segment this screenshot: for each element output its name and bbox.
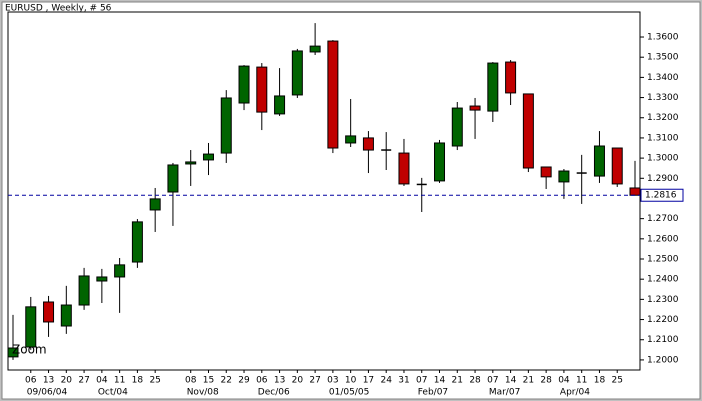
x-tick-label: 21 — [523, 376, 534, 386]
y-tick-label: 1.3400 — [647, 73, 679, 83]
candle-body — [114, 264, 126, 278]
candle-body — [505, 61, 517, 94]
period-label: Apr/04 — [560, 388, 590, 398]
candle-body — [291, 50, 303, 96]
zoom-label: Zoom — [12, 343, 47, 357]
period-label: 09/06/04 — [27, 388, 68, 398]
x-tick-label: 17 — [363, 376, 374, 386]
candle-body — [540, 166, 552, 178]
x-tick-label: 27 — [309, 376, 320, 386]
x-tick-label: 25 — [612, 376, 623, 386]
x-tick-label: 08 — [185, 376, 197, 386]
x-tick-label: 25 — [149, 376, 160, 386]
price-label: 1.2816 — [645, 191, 677, 201]
candle-body — [60, 304, 72, 327]
y-tick-label: 1.2700 — [647, 214, 679, 224]
period-label: 01/05/05 — [329, 388, 369, 398]
candle-body — [434, 142, 446, 182]
candle-body — [593, 145, 605, 177]
period-label: Dec/06 — [258, 388, 290, 398]
x-tick-label: 04 — [96, 376, 108, 386]
y-tick-label: 1.3600 — [647, 33, 679, 43]
period-label: Feb/07 — [418, 388, 448, 398]
x-tick-label: 20 — [292, 376, 304, 386]
candle-body — [398, 152, 410, 185]
candle-body — [167, 164, 179, 193]
x-tick-label: 28 — [469, 376, 481, 386]
price-label-box — [640, 188, 684, 202]
x-tick-label: 07 — [416, 376, 427, 386]
candle-body — [43, 301, 55, 323]
y-tick-label: 1.2900 — [647, 174, 679, 184]
x-tick-label: 31 — [398, 376, 409, 386]
candle-body — [96, 276, 108, 282]
y-tick-label: 1.2200 — [647, 315, 679, 325]
x-tick-label: 15 — [203, 376, 214, 386]
x-tick-label: 28 — [540, 376, 552, 386]
candle-body — [25, 306, 37, 348]
y-tick-label: 1.3500 — [647, 53, 679, 63]
period-label: Mar/07 — [489, 388, 520, 398]
x-tick-label: 11 — [114, 376, 125, 386]
candle-body — [362, 137, 374, 151]
candle-body — [149, 198, 161, 211]
candle-body — [78, 275, 90, 306]
candle-body — [185, 161, 197, 165]
candle-body — [131, 221, 143, 263]
y-tick-label: 1.2500 — [647, 255, 679, 265]
x-tick-label: 27 — [78, 376, 89, 386]
candle-body — [487, 62, 499, 112]
candle-body — [7, 347, 19, 358]
y-tick-label: 1.3200 — [647, 113, 679, 123]
candle-body — [558, 170, 570, 183]
x-tick-label: 10 — [345, 376, 357, 386]
x-tick-label: 07 — [487, 376, 498, 386]
x-tick-label: 24 — [380, 376, 392, 386]
x-tick-label: 21 — [452, 376, 463, 386]
x-tick-label: 13 — [43, 376, 54, 386]
period-label: Oct/04 — [98, 388, 128, 398]
y-tick-label: 1.2600 — [647, 234, 679, 244]
x-tick-label: 20 — [61, 376, 73, 386]
y-tick-label: 1.3100 — [647, 133, 679, 143]
period-label: Nov/08 — [187, 388, 219, 398]
candle-body — [611, 147, 623, 185]
candle-body — [522, 93, 534, 169]
candle-body — [451, 107, 463, 147]
x-tick-label: 04 — [558, 376, 570, 386]
x-tick-label: 14 — [505, 376, 517, 386]
x-tick-label: 18 — [132, 376, 144, 386]
candle-body — [202, 153, 214, 161]
x-tick-label: 13 — [274, 376, 285, 386]
candle-body — [469, 105, 481, 111]
x-tick-label: 11 — [576, 376, 587, 386]
x-tick-label: 22 — [221, 376, 232, 386]
x-tick-label: 14 — [434, 376, 446, 386]
x-tick-label: 06 — [256, 376, 268, 386]
x-tick-label: 18 — [594, 376, 606, 386]
candle-body — [238, 65, 250, 104]
x-tick-label: 03 — [327, 376, 338, 386]
candle-body — [309, 45, 321, 53]
chart-title: EURUSD , Weekly, # 56 — [5, 4, 112, 14]
x-tick-label: 29 — [238, 376, 250, 386]
candle-body — [345, 135, 357, 144]
y-tick-label: 1.2000 — [647, 355, 679, 365]
y-tick-label: 1.2100 — [647, 335, 679, 345]
y-tick-label: 1.3300 — [647, 93, 679, 103]
candle-body — [220, 97, 232, 154]
candle-body — [629, 187, 641, 196]
x-tick-label: 06 — [25, 376, 37, 386]
y-tick-label: 1.2300 — [647, 295, 679, 305]
y-tick-label: 1.3000 — [647, 154, 679, 164]
candle-body — [327, 40, 339, 149]
candle-body — [274, 95, 286, 115]
candle-body — [256, 66, 268, 113]
y-tick-label: 1.2400 — [647, 275, 679, 285]
